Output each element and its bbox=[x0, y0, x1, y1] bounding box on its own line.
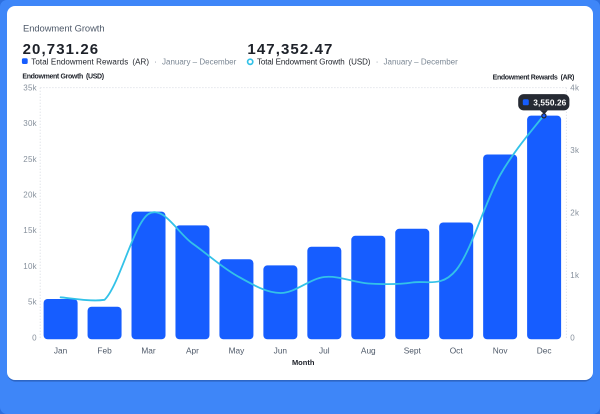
svg-text:Endowment Growth: Endowment Growth bbox=[23, 23, 105, 34]
svg-text:147,352.47: 147,352.47 bbox=[247, 41, 333, 58]
svg-text:5k: 5k bbox=[28, 298, 38, 307]
svg-text:May: May bbox=[229, 346, 246, 356]
svg-text:·: · bbox=[376, 58, 379, 67]
svg-text:10k: 10k bbox=[23, 262, 37, 271]
svg-text:Nov: Nov bbox=[493, 346, 509, 356]
svg-text:4k: 4k bbox=[570, 83, 580, 92]
svg-text:3k: 3k bbox=[570, 146, 580, 155]
svg-text:2k: 2k bbox=[570, 208, 580, 217]
svg-text:Apr: Apr bbox=[186, 346, 199, 356]
svg-text:Oct: Oct bbox=[450, 346, 464, 356]
svg-text:January – December: January – December bbox=[384, 58, 459, 67]
svg-text:20k: 20k bbox=[23, 190, 37, 199]
svg-text:35k: 35k bbox=[23, 83, 37, 92]
svg-text:15k: 15k bbox=[23, 226, 37, 235]
svg-text:·: · bbox=[154, 58, 157, 67]
svg-text:Month: Month bbox=[292, 358, 315, 367]
svg-text:Endowment Growth (USD): Endowment Growth (USD) bbox=[22, 73, 103, 80]
svg-text:Aug: Aug bbox=[361, 346, 376, 356]
svg-text:3,550.26: 3,550.26 bbox=[533, 97, 566, 107]
svg-text:1k: 1k bbox=[570, 271, 580, 280]
svg-text:Jun: Jun bbox=[274, 346, 288, 356]
svg-text:25k: 25k bbox=[23, 155, 37, 164]
svg-text:Sept: Sept bbox=[404, 346, 422, 356]
svg-text:January – December: January – December bbox=[162, 58, 237, 67]
svg-text:20,731.26: 20,731.26 bbox=[23, 41, 100, 58]
svg-text:Total Endowment Rewards (AR): Total Endowment Rewards (AR) bbox=[31, 58, 149, 67]
svg-text:0: 0 bbox=[32, 333, 37, 342]
svg-text:Dec: Dec bbox=[537, 346, 552, 356]
svg-text:Jan: Jan bbox=[54, 346, 68, 356]
svg-text:Endowment Rewards (AR): Endowment Rewards (AR) bbox=[493, 74, 574, 81]
svg-text:30k: 30k bbox=[23, 119, 37, 128]
svg-text:Total Endowment Growth (USD): Total Endowment Growth (USD) bbox=[257, 58, 371, 67]
svg-text:0: 0 bbox=[570, 333, 575, 342]
svg-text:Feb: Feb bbox=[97, 346, 112, 356]
svg-text:Jul: Jul bbox=[319, 346, 330, 356]
svg-text:Mar: Mar bbox=[141, 346, 156, 356]
